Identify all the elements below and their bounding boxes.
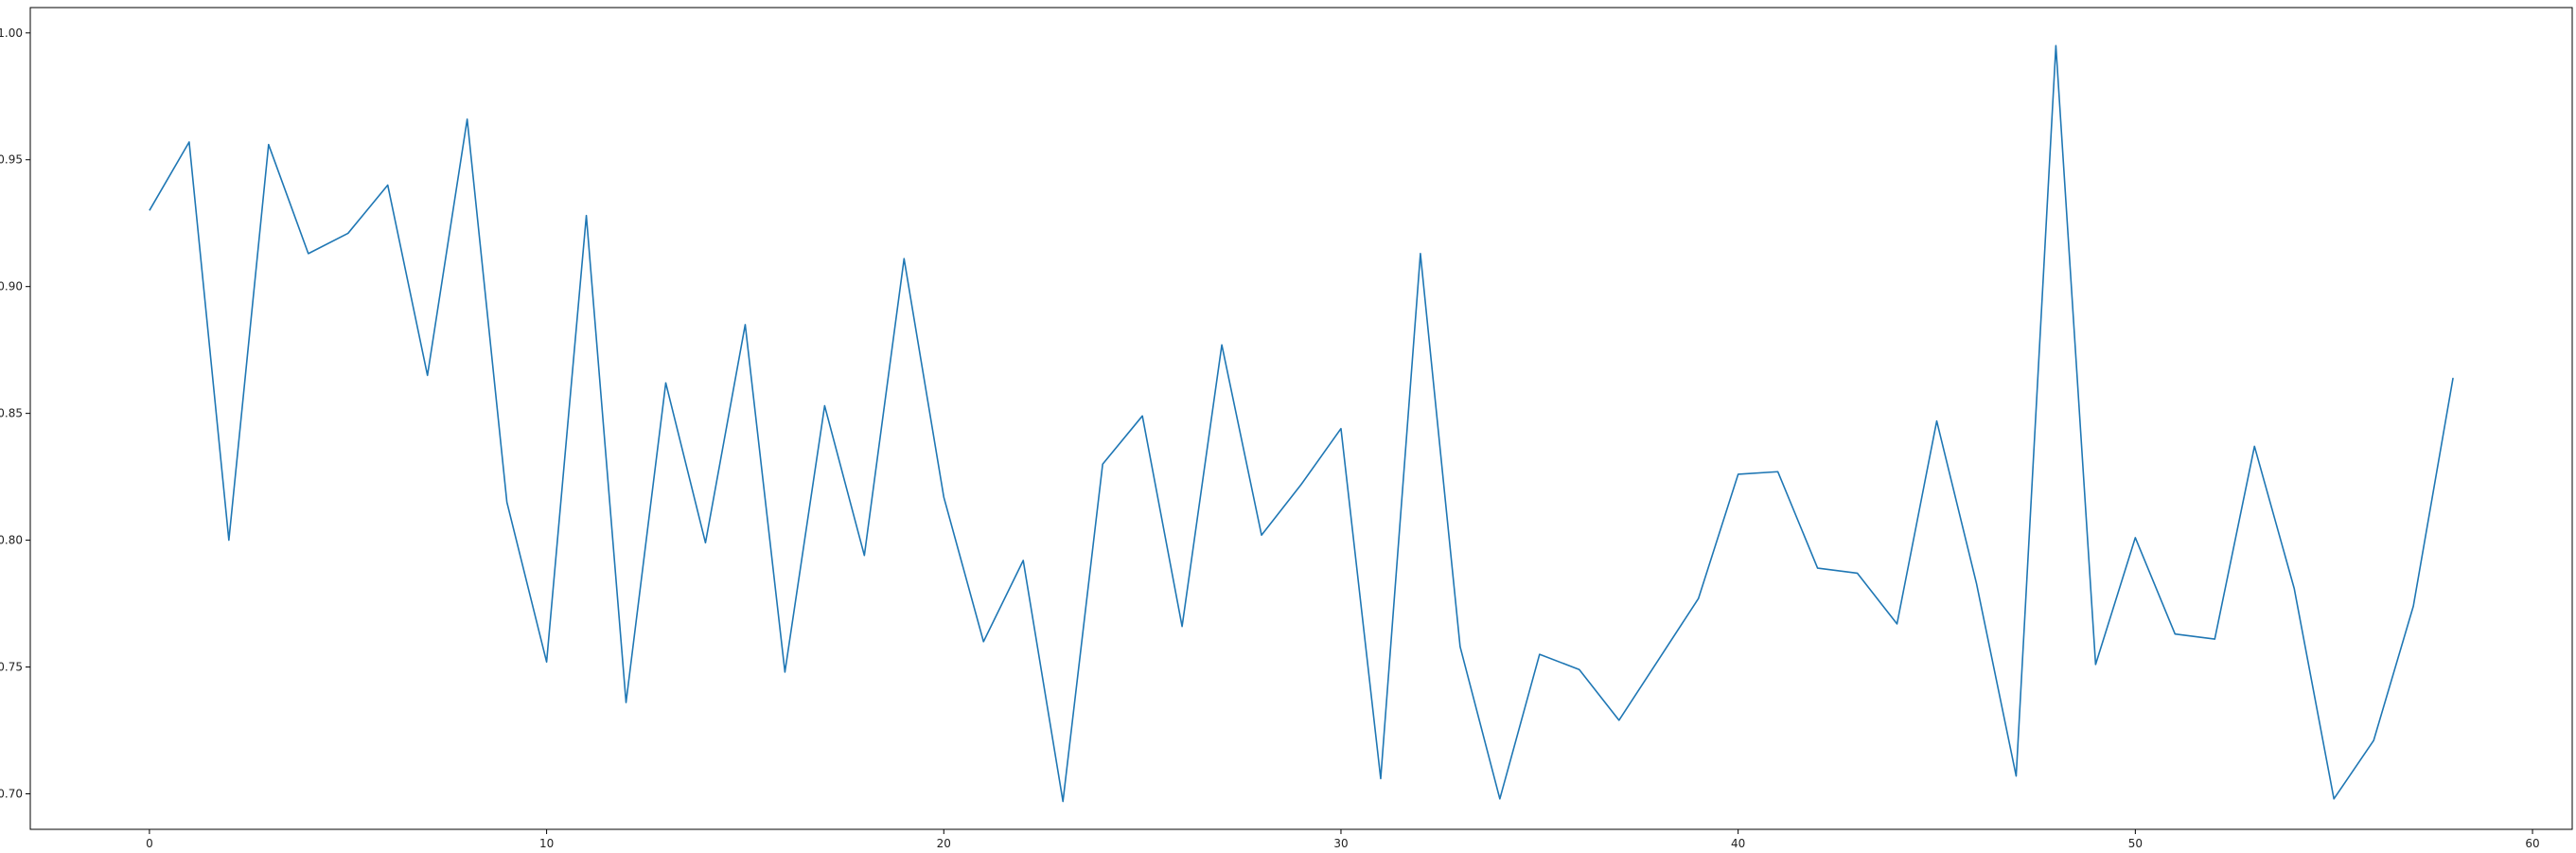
y-tick-label: 0.70 — [0, 787, 23, 800]
axes-frame — [29, 7, 2573, 830]
series-line — [149, 44, 2454, 803]
plot-area — [29, 7, 2573, 830]
x-tick-label: 40 — [1731, 837, 1745, 850]
y-tick-label: 0.90 — [0, 280, 23, 293]
y-axis: 0.70 0.75 0.80 0.85 0.90 0.95 1.00 — [0, 27, 30, 800]
x-axis: 0 10 20 30 40 50 60 — [146, 829, 2540, 850]
y-tick-label: 1.00 — [0, 27, 23, 40]
y-tick-label: 0.75 — [0, 661, 23, 674]
y-tick-label: 0.85 — [0, 407, 23, 420]
series-layer — [149, 44, 2454, 803]
x-tick-label: 0 — [146, 837, 153, 850]
x-tick-label: 50 — [2128, 837, 2143, 850]
y-tick-label: 0.80 — [0, 534, 23, 547]
x-tick-label: 60 — [2525, 837, 2539, 850]
y-tick-label: 0.95 — [0, 153, 23, 167]
x-tick-label: 10 — [539, 837, 554, 850]
x-tick-label: 20 — [937, 837, 951, 850]
x-tick-label: 30 — [1333, 837, 1348, 850]
